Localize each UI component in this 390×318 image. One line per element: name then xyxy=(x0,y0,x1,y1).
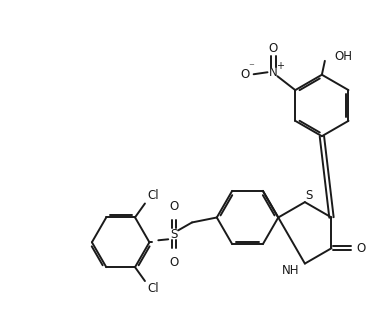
Text: N: N xyxy=(269,66,278,79)
Text: S: S xyxy=(305,189,312,202)
Text: ⁻: ⁻ xyxy=(249,62,255,72)
Text: Cl: Cl xyxy=(147,189,159,202)
Text: +: + xyxy=(277,61,284,71)
Text: Cl: Cl xyxy=(147,282,159,295)
Text: S: S xyxy=(170,228,178,241)
Text: O: O xyxy=(269,42,278,55)
Text: O: O xyxy=(170,200,179,213)
Text: OH: OH xyxy=(335,50,353,63)
Text: O: O xyxy=(240,68,249,81)
Text: NH: NH xyxy=(282,264,299,277)
Text: O: O xyxy=(356,242,366,255)
Text: O: O xyxy=(170,256,179,269)
